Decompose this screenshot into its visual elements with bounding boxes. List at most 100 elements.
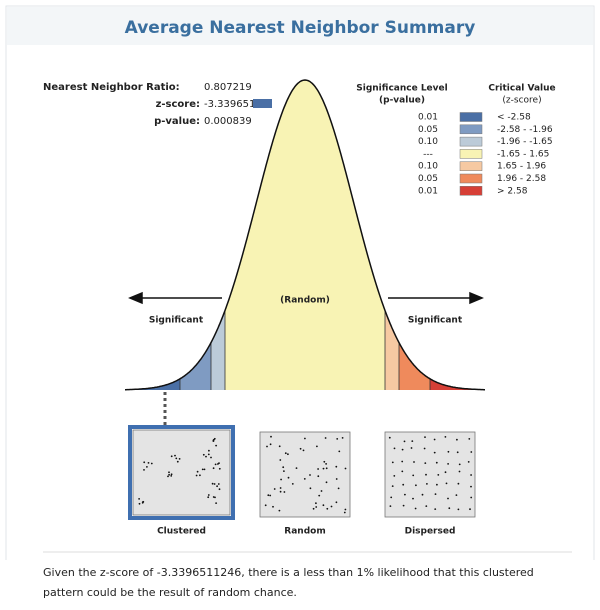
pattern-dot xyxy=(401,461,403,463)
pattern-dot xyxy=(345,468,347,470)
pattern-dot xyxy=(215,502,217,504)
pattern-dot xyxy=(313,508,315,510)
pattern-dot xyxy=(197,471,199,473)
pattern-dot xyxy=(469,508,471,510)
pattern-dot xyxy=(424,436,426,438)
pattern-dot xyxy=(168,474,170,476)
legend-p: 0.10 xyxy=(418,162,438,172)
pattern-dot xyxy=(280,491,282,493)
legend-header: (z-score) xyxy=(502,96,541,106)
pattern-dot xyxy=(285,452,287,454)
pattern-dot xyxy=(207,496,209,498)
curve-label: Significant xyxy=(408,316,463,326)
curve-label: Significant xyxy=(149,316,204,326)
pattern-dot xyxy=(445,436,447,438)
pattern-dot xyxy=(325,437,327,439)
legend-range: -1.96 - -1.65 xyxy=(497,137,553,147)
pattern-dot xyxy=(436,484,438,486)
pattern-dot xyxy=(317,475,319,477)
pattern-dot xyxy=(272,506,274,508)
pattern-dot xyxy=(146,466,148,468)
pattern-dot xyxy=(292,483,294,485)
pattern-dot xyxy=(326,467,328,469)
pattern-dot xyxy=(390,505,392,507)
pattern-dot xyxy=(303,450,305,452)
legend-p: 0.05 xyxy=(418,125,438,135)
pattern-dot xyxy=(177,461,179,463)
pattern-dot xyxy=(215,445,217,447)
pattern-box xyxy=(260,432,350,517)
pattern-dot xyxy=(434,508,436,510)
pattern-dot xyxy=(402,449,404,451)
pattern-dot xyxy=(345,509,347,511)
pattern-dot xyxy=(270,443,272,445)
pattern-dot xyxy=(316,446,318,448)
pattern-dot xyxy=(151,463,153,465)
pattern-dot xyxy=(336,438,338,440)
legend-header: Significance Level xyxy=(356,84,447,94)
pattern-dot xyxy=(210,457,212,459)
pattern-dot xyxy=(402,484,404,486)
legend-swatch xyxy=(460,174,482,183)
pattern-dot xyxy=(279,459,281,461)
pattern-dot xyxy=(457,451,459,453)
pattern-dot xyxy=(336,478,338,480)
pattern-dot xyxy=(426,483,428,485)
pattern-dot xyxy=(288,477,290,479)
pattern-dot xyxy=(274,488,276,490)
pattern-dot xyxy=(205,456,207,458)
pattern-dot xyxy=(218,483,220,485)
pattern-dot xyxy=(215,464,217,466)
pattern-dot xyxy=(424,448,426,450)
pattern-dot xyxy=(171,455,173,457)
legend-range: 1.96 - 2.58 xyxy=(497,174,546,184)
pattern-dot xyxy=(300,448,302,450)
pattern-dot xyxy=(459,471,461,473)
pattern-dot xyxy=(174,455,176,457)
pattern-dot xyxy=(265,504,267,506)
pattern-dot xyxy=(138,498,140,500)
pattern-dot xyxy=(326,481,328,483)
pattern-dot xyxy=(323,468,325,470)
legend-p: 0.01 xyxy=(418,113,438,123)
legend-p: 0.05 xyxy=(418,174,438,184)
footer-text: Given the z-score of -3.3396511246, ther… xyxy=(43,563,563,603)
curve-region xyxy=(385,311,399,391)
pattern-dot xyxy=(412,475,414,477)
pattern-dot xyxy=(213,496,215,498)
pattern-dot xyxy=(214,483,216,485)
pattern-dot xyxy=(317,468,319,470)
pattern-dot xyxy=(336,501,338,503)
legend-p: --- xyxy=(423,149,433,159)
pattern-box xyxy=(133,430,230,515)
pattern-dot xyxy=(390,497,392,499)
diagram: Average Nearest Neighbor Summary Nearest… xyxy=(0,0,600,560)
pattern-label: Random xyxy=(284,527,325,537)
pattern-dot xyxy=(437,474,439,476)
pattern-dot xyxy=(392,485,394,487)
pattern-dot xyxy=(338,488,340,490)
legend-swatch xyxy=(460,186,482,195)
pattern-dot xyxy=(280,479,282,481)
pattern-dot xyxy=(304,478,306,480)
pattern-dot xyxy=(338,451,340,453)
pattern-dot xyxy=(212,483,214,485)
pattern-dot xyxy=(142,502,144,504)
title: Average Nearest Neighbor Summary xyxy=(125,18,476,38)
pattern-dot xyxy=(331,506,333,508)
pattern-dot xyxy=(179,458,181,460)
legend-range: -2.58 - -1.96 xyxy=(497,125,553,135)
pattern-dot xyxy=(148,462,150,464)
pattern-dot xyxy=(401,471,403,473)
pattern-label: Clustered xyxy=(157,527,206,537)
pattern-dot xyxy=(304,438,306,440)
z-swatch xyxy=(253,99,272,108)
pattern-dot xyxy=(279,445,281,447)
pattern-dot xyxy=(470,486,472,488)
pattern-dot xyxy=(456,439,458,441)
pattern-dot xyxy=(446,483,448,485)
stat-value: -3.339651 xyxy=(204,99,255,110)
pattern-dot xyxy=(415,508,417,510)
pattern-dot xyxy=(436,462,438,464)
pattern-dot xyxy=(411,447,413,449)
